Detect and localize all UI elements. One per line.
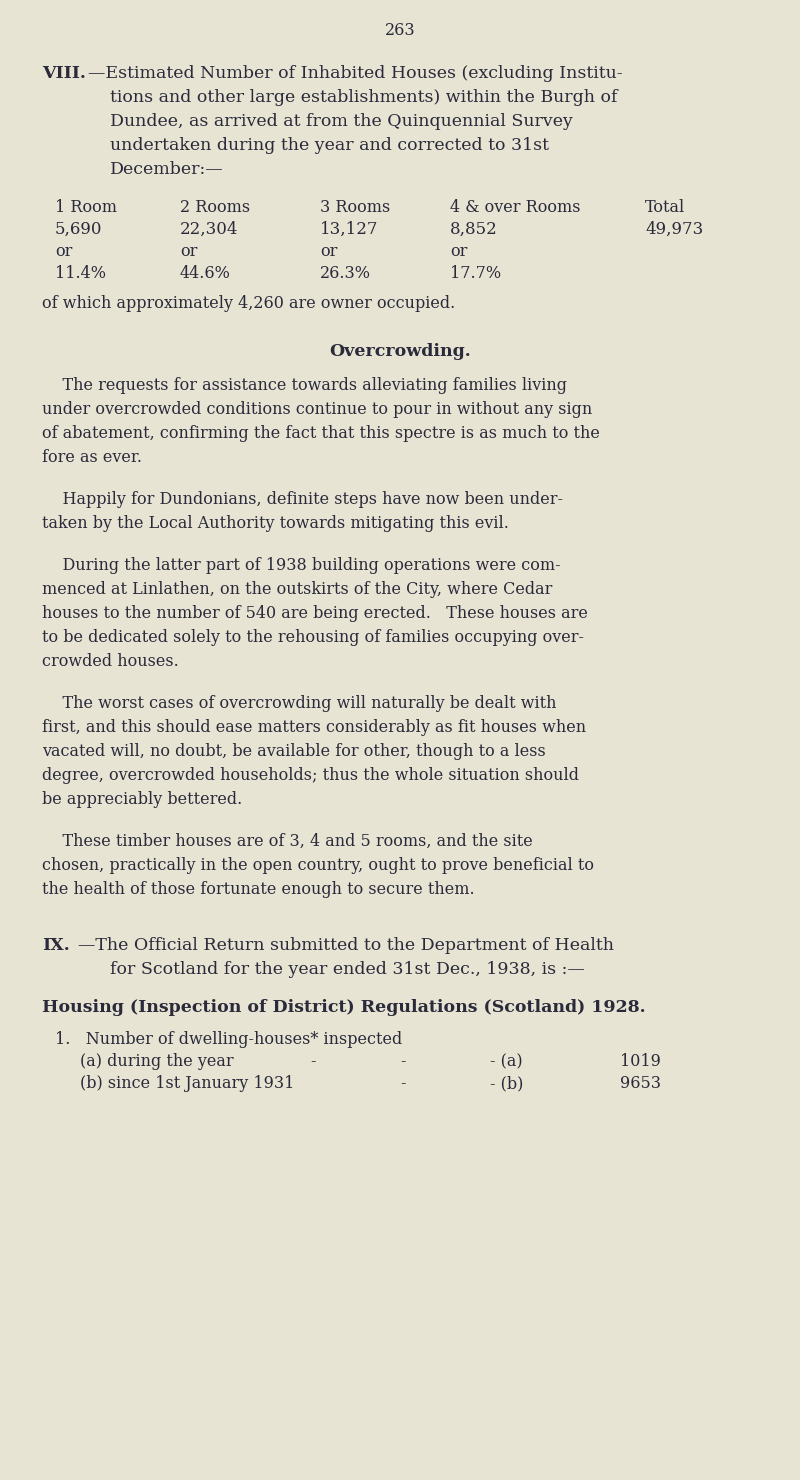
Text: first, and this should ease matters considerably as fit houses when: first, and this should ease matters cons…	[42, 719, 586, 736]
Text: Overcrowding.: Overcrowding.	[329, 343, 471, 360]
Text: 1.   Number of dwelling-houses* inspected: 1. Number of dwelling-houses* inspected	[55, 1032, 402, 1048]
Text: 3 Rooms: 3 Rooms	[320, 198, 390, 216]
Text: fore as ever.: fore as ever.	[42, 448, 142, 466]
Text: 4 & over Rooms: 4 & over Rooms	[450, 198, 581, 216]
Text: or: or	[55, 243, 72, 260]
Text: to be dedicated solely to the rehousing of families occupying over-: to be dedicated solely to the rehousing …	[42, 629, 584, 645]
Text: crowded houses.: crowded houses.	[42, 653, 178, 670]
Text: or: or	[320, 243, 338, 260]
Text: taken by the Local Authority towards mitigating this evil.: taken by the Local Authority towards mit…	[42, 515, 509, 531]
Text: -: -	[400, 1074, 406, 1092]
Text: 49,973: 49,973	[645, 221, 703, 238]
Text: 263: 263	[385, 22, 415, 38]
Text: degree, overcrowded households; thus the whole situation should: degree, overcrowded households; thus the…	[42, 767, 579, 784]
Text: of which approximately 4,260 are owner occupied.: of which approximately 4,260 are owner o…	[42, 295, 455, 312]
Text: (a) during the year: (a) during the year	[80, 1052, 234, 1070]
Text: 44.6%: 44.6%	[180, 265, 231, 283]
Text: of abatement, confirming the fact that this spectre is as much to the: of abatement, confirming the fact that t…	[42, 425, 600, 443]
Text: 26.3%: 26.3%	[320, 265, 371, 283]
Text: 5,690: 5,690	[55, 221, 102, 238]
Text: (b) since 1st January 1931: (b) since 1st January 1931	[80, 1074, 294, 1092]
Text: -: -	[310, 1052, 315, 1070]
Text: —The Official Return submitted to the Department of Health: —The Official Return submitted to the De…	[78, 937, 614, 955]
Text: These timber houses are of 3, 4 and 5 rooms, and the site: These timber houses are of 3, 4 and 5 ro…	[42, 833, 533, 850]
Text: Dundee, as arrived at from the Quinquennial Survey: Dundee, as arrived at from the Quinquenn…	[110, 112, 573, 130]
Text: Happily for Dundonians, definite steps have now been under-: Happily for Dundonians, definite steps h…	[42, 491, 563, 508]
Text: December:—: December:—	[110, 161, 224, 178]
Text: 1 Room: 1 Room	[55, 198, 117, 216]
Text: 2 Rooms: 2 Rooms	[180, 198, 250, 216]
Text: Housing (Inspection of District) Regulations (Scotland) 1928.: Housing (Inspection of District) Regulat…	[42, 999, 646, 1015]
Text: The worst cases of overcrowding will naturally be dealt with: The worst cases of overcrowding will nat…	[42, 696, 557, 712]
Text: - (b): - (b)	[490, 1074, 523, 1092]
Text: VIII.: VIII.	[42, 65, 86, 81]
Text: 17.7%: 17.7%	[450, 265, 501, 283]
Text: under overcrowded conditions continue to pour in without any sign: under overcrowded conditions continue to…	[42, 401, 592, 417]
Text: 1019: 1019	[620, 1052, 661, 1070]
Text: 8,852: 8,852	[450, 221, 498, 238]
Text: 22,304: 22,304	[180, 221, 238, 238]
Text: chosen, practically in the open country, ought to prove beneficial to: chosen, practically in the open country,…	[42, 857, 594, 875]
Text: be appreciably bettered.: be appreciably bettered.	[42, 790, 242, 808]
Text: tions and other large establishments) within the Burgh of: tions and other large establishments) wi…	[110, 89, 618, 107]
Text: —Estimated Number of Inhabited Houses (excluding Institu-: —Estimated Number of Inhabited Houses (e…	[88, 65, 622, 81]
Text: houses to the number of 540 are being erected.   These houses are: houses to the number of 540 are being er…	[42, 605, 588, 622]
Text: or: or	[450, 243, 467, 260]
Text: 11.4%: 11.4%	[55, 265, 106, 283]
Text: menced at Linlathen, on the outskirts of the City, where Cedar: menced at Linlathen, on the outskirts of…	[42, 582, 552, 598]
Text: - (a): - (a)	[490, 1052, 522, 1070]
Text: or: or	[180, 243, 198, 260]
Text: 9653: 9653	[620, 1074, 661, 1092]
Text: vacated will, no doubt, be available for other, though to a less: vacated will, no doubt, be available for…	[42, 743, 546, 761]
Text: IX.: IX.	[42, 937, 70, 955]
Text: -: -	[400, 1052, 406, 1070]
Text: undertaken during the year and corrected to 31st: undertaken during the year and corrected…	[110, 138, 549, 154]
Text: During the latter part of 1938 building operations were com-: During the latter part of 1938 building …	[42, 556, 561, 574]
Text: The requests for assistance towards alleviating families living: The requests for assistance towards alle…	[42, 377, 567, 394]
Text: 13,127: 13,127	[320, 221, 378, 238]
Text: for Scotland for the year ended 31st Dec., 1938, is :—: for Scotland for the year ended 31st Dec…	[110, 961, 585, 978]
Text: the health of those fortunate enough to secure them.: the health of those fortunate enough to …	[42, 881, 474, 898]
Text: Total: Total	[645, 198, 686, 216]
